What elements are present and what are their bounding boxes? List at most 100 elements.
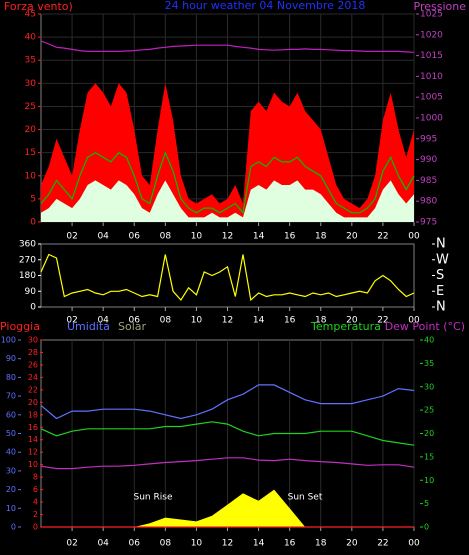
- x-tick-label: 16: [284, 539, 296, 549]
- x-tick-label: 18: [315, 232, 327, 242]
- y-tick-label: 16: [28, 423, 38, 432]
- plot-frame: [40, 243, 415, 308]
- y-tick-label: 15: [424, 452, 434, 461]
- y-tick-label: 22: [28, 385, 38, 394]
- y-tick-label: 18: [28, 410, 38, 419]
- x-tick-label: 02: [66, 539, 77, 549]
- y-tick-label: 5: [30, 194, 36, 204]
- y-tick-label: 30: [424, 382, 434, 391]
- x-tick-label: 18: [315, 539, 327, 549]
- y-tick-label: 2: [33, 510, 38, 519]
- line-series: [40, 421, 415, 446]
- y-tick-label: 10: [28, 460, 38, 469]
- x-tick-label: 00: [408, 539, 420, 549]
- x-tick-label: 20: [346, 232, 358, 242]
- y-tick-label: E: [436, 284, 444, 299]
- y-tick-label: 28: [28, 348, 38, 357]
- y-tick-label: 1000: [420, 114, 443, 124]
- x-tick-label: 08: [160, 539, 172, 549]
- y-tick-label: 0: [33, 523, 38, 532]
- line-series: [40, 384, 415, 420]
- x-tick-label: 14: [253, 232, 265, 242]
- y2-axis-label: Pressione: [414, 0, 467, 13]
- y-tick-label: 8: [33, 473, 38, 482]
- x-tick-label: 02: [66, 232, 77, 242]
- y-tick-label: 30: [28, 336, 38, 345]
- y-tick-label: 990: [420, 155, 437, 165]
- y-tick-label: 14: [28, 435, 38, 444]
- y-tick-label: 270: [19, 255, 36, 265]
- y-tick-label: 20: [6, 485, 16, 494]
- legend-label: Dew Point (°C): [385, 320, 465, 333]
- y-tick-label: 10: [424, 476, 434, 485]
- x-tick-label: 16: [284, 316, 296, 326]
- y-tick-label: 20: [25, 125, 37, 135]
- y-tick-label: 25: [424, 406, 434, 415]
- y-tick-label: 30: [25, 79, 37, 89]
- y-tick-label: 5: [424, 499, 429, 508]
- x-tick-label: 12: [222, 539, 233, 549]
- x-tick-label: 02: [66, 316, 77, 326]
- y-tick-label: 90: [6, 354, 16, 363]
- y-tick-label: 100: [1, 336, 16, 345]
- x-tick-label: 06: [129, 232, 141, 242]
- x-tick-label: 06: [129, 316, 141, 326]
- y-tick-label: 70: [6, 392, 16, 401]
- y-tick-label: 60: [6, 410, 16, 419]
- x-tick-label: 00: [408, 316, 420, 326]
- chart-title: 24 hour weather 04 Novembre 2018: [165, 0, 366, 12]
- annotation: Sun Set: [288, 493, 323, 503]
- y-tick-label: 180: [19, 271, 36, 281]
- y-tick-label: 20: [424, 429, 434, 438]
- y-tick-label: 1015: [420, 51, 443, 61]
- x-tick-label: 22: [377, 232, 388, 242]
- x-tick-label: 14: [253, 539, 265, 549]
- x-tick-label: 22: [377, 316, 388, 326]
- y-tick-label: 995: [420, 134, 437, 144]
- line-series: [40, 457, 415, 470]
- y-tick-label: 80: [6, 373, 16, 382]
- y-tick-label: N: [436, 237, 446, 252]
- x-tick-label: 04: [97, 316, 109, 326]
- y-tick-label: 1025: [420, 10, 443, 20]
- x-tick-label: 10: [191, 232, 203, 242]
- y-tick-label: 26: [28, 360, 38, 369]
- line-series: [40, 40, 415, 53]
- y-tick-label: 985: [420, 176, 437, 186]
- area-series: [41, 180, 414, 222]
- y-tick-label: N: [436, 300, 446, 315]
- y-tick-label: 90: [25, 287, 37, 297]
- y-tick-label: 35: [424, 359, 434, 368]
- y-tick-label: 30: [6, 466, 16, 475]
- y-axis-label: Forza vento): [4, 0, 73, 13]
- x-tick-label: 00: [408, 232, 420, 242]
- line-series: [40, 150, 415, 215]
- y-tick-label: 40: [424, 336, 434, 345]
- y-tick-label: 24: [28, 373, 38, 382]
- y-tick-label: 40: [25, 33, 37, 43]
- x-tick-label: 22: [377, 539, 388, 549]
- x-tick-label: 20: [346, 539, 358, 549]
- x-tick-label: 12: [222, 232, 233, 242]
- y-tick-label: 1010: [420, 72, 443, 82]
- y-tick-label: 45: [25, 10, 36, 20]
- x-tick-label: 16: [284, 232, 296, 242]
- x-tick-label: 04: [97, 539, 109, 549]
- y-tick-label: 975: [420, 218, 437, 228]
- y-tick-label: 1005: [420, 93, 443, 103]
- y-tick-label: 980: [420, 197, 437, 207]
- x-tick-label: 12: [222, 316, 233, 326]
- annotation: Sun Rise: [134, 493, 173, 503]
- x-tick-label: 06: [129, 539, 141, 549]
- y-tick-label: 15: [25, 148, 36, 158]
- line-series: [40, 253, 415, 302]
- y-tick-label: 50: [6, 429, 16, 438]
- area-series: [41, 489, 414, 527]
- legend-label: Solar: [118, 320, 147, 333]
- legend-label: Umidita: [67, 320, 110, 333]
- y-tick-label: 0: [424, 523, 429, 532]
- y-tick-label: 40: [6, 448, 16, 457]
- area-series: [41, 83, 414, 222]
- y-tick-label: 0: [30, 303, 36, 313]
